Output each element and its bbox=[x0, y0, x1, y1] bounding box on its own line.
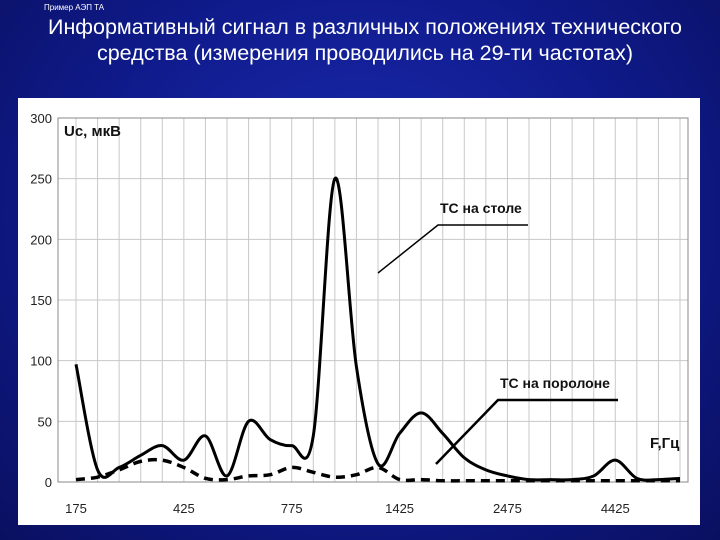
series-line-foam bbox=[75, 457, 680, 483]
chart-svg: 0 50 100 150 200 250 300 175 425 775 1425 2475 4425… bbox=[30, 111, 689, 516]
slide-label: Пример АЭП ТА bbox=[44, 3, 105, 12]
y-tick-label: 0 bbox=[45, 475, 52, 490]
x-tick-label: 4425 bbox=[601, 501, 630, 516]
y-tick-label: 200 bbox=[30, 232, 52, 247]
chart-panel: 0 50 100 150 200 250 300 175 425 775 1425 2475 4425… bbox=[18, 98, 700, 525]
x-tick-labels: 175 425 775 1425 2475 4425 bbox=[65, 501, 630, 516]
y-tick-label: 150 bbox=[30, 293, 52, 308]
x-axis-label: F,Гц bbox=[650, 435, 680, 452]
grid-lines bbox=[58, 117, 688, 483]
plot-border bbox=[57, 117, 689, 483]
legend-label-foam: ТС на поролоне bbox=[500, 375, 610, 391]
legend-layer: ТС на столе ТС на поролоне bbox=[377, 200, 618, 465]
x-tick-label: 425 bbox=[173, 501, 195, 516]
y-tick-labels: 0 50 100 150 200 250 300 bbox=[30, 111, 52, 490]
x-tick-label: 1425 bbox=[385, 501, 414, 516]
legend-label-table: ТС на столе bbox=[440, 200, 522, 216]
slide-title: Информативный сигнал в различных положен… bbox=[47, 15, 682, 65]
y-tick-label: 300 bbox=[30, 111, 52, 126]
series-layer bbox=[74, 176, 681, 483]
y-tick-label: 250 bbox=[30, 172, 52, 187]
x-tick-label: 2475 bbox=[493, 501, 522, 516]
y-tick-label: 50 bbox=[38, 414, 52, 429]
legend-leader-table bbox=[377, 224, 528, 274]
legend-leader-foam bbox=[435, 398, 618, 465]
y-tick-label: 100 bbox=[30, 354, 52, 369]
x-tick-label: 175 bbox=[65, 501, 87, 516]
y-axis-label: Uc, мкВ bbox=[64, 123, 121, 140]
x-tick-label: 775 bbox=[281, 501, 303, 516]
